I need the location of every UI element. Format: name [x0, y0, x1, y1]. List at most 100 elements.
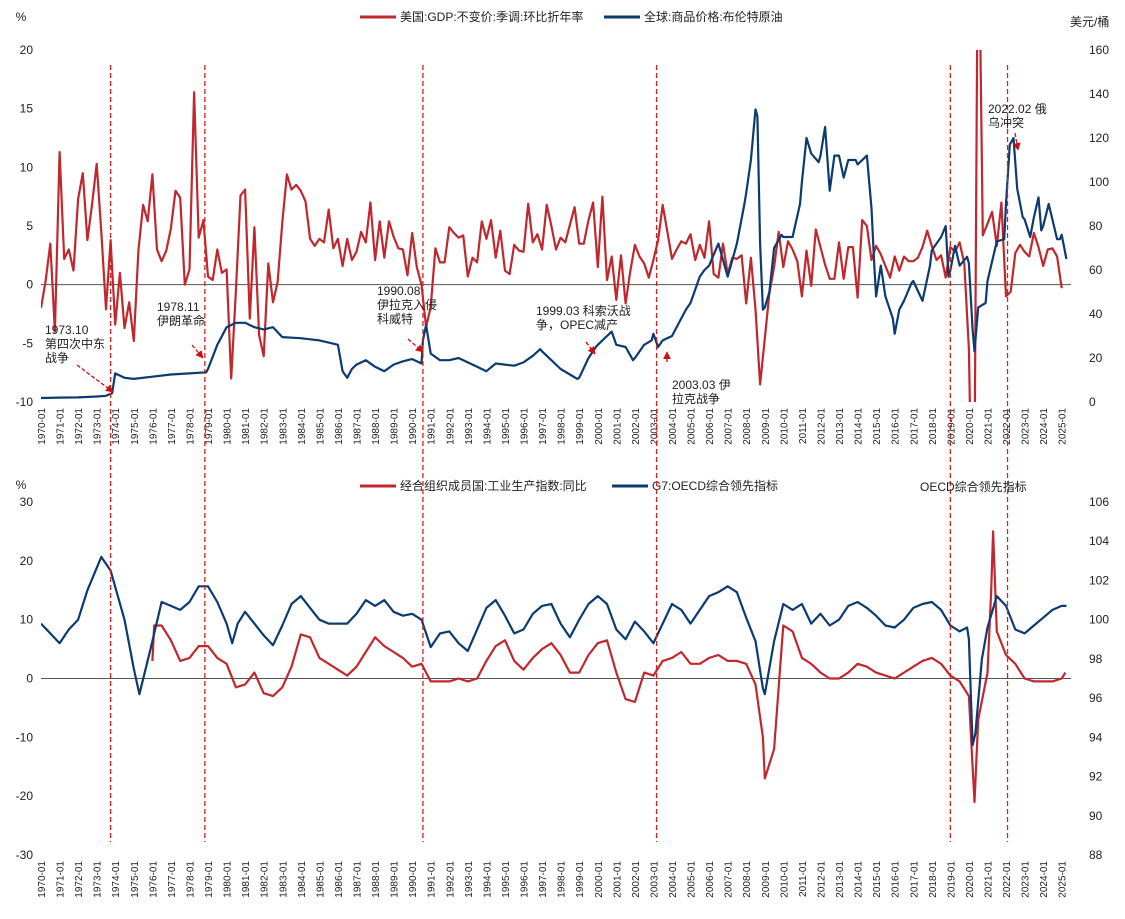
x-axis-tick-label: 2015-01	[872, 861, 883, 898]
left-axis-tick-label: -5	[22, 336, 33, 350]
x-axis-tick-label: 1989-01	[390, 861, 401, 898]
right-axis-tick-label: 100	[1089, 613, 1109, 627]
x-axis-tick-label: 2005-01	[687, 408, 698, 445]
left-axis-tick-label: -20	[16, 789, 34, 803]
right-axis-tick-label: 96	[1089, 691, 1103, 705]
x-axis-tick-label: 2017-01	[909, 861, 920, 898]
annotation-text: 2003.03 伊	[672, 378, 731, 392]
x-axis-tick-label: 2014-01	[854, 861, 865, 898]
right-axis-tick-label: 20	[1089, 351, 1103, 365]
series-line	[151, 530, 1067, 804]
annotation-text: 伊拉克入侵	[377, 297, 437, 312]
x-axis-tick-label: 2006-01	[705, 861, 716, 898]
x-axis-tick-label: 1982-01	[260, 408, 271, 445]
right-axis-tick-label: 104	[1089, 534, 1109, 548]
right-axis-tick-label: 60	[1089, 263, 1103, 277]
series-line	[41, 108, 1068, 400]
x-axis-tick-label: 1989-01	[390, 408, 401, 445]
x-axis-tick-label: 2009-01	[761, 861, 772, 898]
x-axis-tick-label: 2010-01	[779, 861, 790, 898]
x-axis-tick-label: 1986-01	[334, 861, 345, 898]
x-axis-tick-label: 1992-01	[445, 408, 456, 445]
x-axis-tick-label: 1974-01	[111, 408, 122, 445]
x-axis-tick-label: 2022-01	[1002, 861, 1013, 898]
x-axis-tick-label: 2020-01	[965, 861, 976, 898]
x-axis-tick-label: 1998-01	[557, 408, 568, 445]
annotation-arrow	[407, 338, 424, 353]
x-axis-tick-label: 1982-01	[260, 861, 271, 898]
x-axis-tick-label: 2014-01	[854, 408, 865, 445]
series-line	[41, 555, 1067, 747]
x-axis-tick-label: 1975-01	[130, 861, 141, 898]
x-axis-tick-label: 1972-01	[74, 408, 85, 445]
x-axis-tick-label: 2023-01	[1021, 408, 1032, 445]
annotation-text: 争，OPEC减产	[536, 318, 618, 332]
x-axis-tick-label: 2006-01	[705, 408, 716, 445]
x-axis-tick-label: 1975-01	[130, 408, 141, 445]
x-axis-tick-label: 1983-01	[278, 408, 289, 445]
x-axis-tick-label: 1986-01	[334, 408, 345, 445]
x-axis-tick-label: 1978-01	[186, 861, 197, 898]
x-axis-tick-label: 2003-01	[649, 408, 660, 445]
x-axis-tick-label: 1971-01	[56, 408, 67, 445]
x-axis-tick-label: 1993-01	[464, 861, 475, 898]
x-axis-tick-label: 2011-01	[798, 861, 809, 897]
right-axis-tick-label: 90	[1089, 809, 1103, 823]
left-axis-tick-label: 15	[20, 102, 34, 116]
x-axis-tick-label: 2024-01	[1039, 861, 1050, 898]
right-axis-tick-label: 120	[1089, 131, 1109, 145]
x-axis-tick-label: 2016-01	[891, 861, 902, 898]
x-axis-tick-label: 1988-01	[371, 408, 382, 445]
x-axis-tick-label: 1998-01	[557, 861, 568, 898]
x-axis-tick-label: 2004-01	[668, 408, 679, 445]
x-axis-tick-label: 2021-01	[984, 408, 995, 445]
annotation-text: 1990.08	[377, 284, 421, 298]
annotation-text: 1999.03 科索沃战	[536, 304, 631, 318]
x-axis-tick-label: 2002-01	[631, 861, 642, 898]
x-axis-tick-label: 1977-01	[167, 408, 178, 445]
left-axis-tick-label: 0	[26, 672, 33, 686]
x-axis-tick-label: 2000-01	[594, 408, 605, 445]
x-axis-tick-label: 2003-01	[649, 861, 660, 898]
x-axis-tick-label: 2025-01	[1058, 861, 1069, 898]
x-axis-tick-label: 2021-01	[984, 861, 995, 898]
x-axis-tick-label: 1970-01	[37, 408, 48, 445]
annotation-arrow	[76, 364, 114, 393]
right-axis-title: OECD综合领先指标	[920, 479, 1027, 494]
x-axis-tick-label: 1973-01	[93, 861, 104, 898]
left-axis-tick-label: 0	[26, 278, 33, 292]
annotation-text: 第四次中东	[45, 336, 105, 351]
annotation-text: 拉克战争	[672, 391, 720, 406]
right-axis-tick-label: 98	[1089, 652, 1103, 666]
right-axis-tick-label: 0	[1089, 395, 1096, 409]
x-axis-tick-label: 1995-01	[501, 861, 512, 898]
x-axis-tick-label: 1984-01	[297, 861, 308, 898]
x-axis-tick-label: 1990-01	[408, 408, 419, 445]
left-axis-tick-label: 10	[20, 613, 34, 627]
annotation-arrow	[585, 341, 596, 355]
x-axis-tick-label: 1988-01	[371, 861, 382, 898]
right-axis-tick-label: 94	[1089, 730, 1103, 744]
x-axis-tick-label: 1999-01	[575, 408, 586, 445]
x-axis-tick-label: 1980-01	[223, 408, 234, 445]
legend-label: 美国:GDP:不变价:季调:环比折年率	[400, 9, 583, 24]
x-axis-tick-label: 1979-01	[204, 408, 215, 445]
x-axis-tick-label: 2007-01	[724, 408, 735, 445]
annotation-text: 1973.10	[45, 323, 89, 337]
annotation-text: 2022.02 俄	[988, 102, 1047, 116]
x-axis-tick-label: 2024-01	[1039, 408, 1050, 445]
x-axis-tick-label: 2002-01	[631, 408, 642, 445]
x-axis-tick-label: 2008-01	[742, 408, 753, 445]
x-axis-tick-label: 1992-01	[445, 861, 456, 898]
x-axis-tick-label: 2012-01	[817, 408, 828, 445]
annotation-arrow	[191, 344, 204, 359]
x-axis-tick-label: 1977-01	[167, 861, 178, 898]
x-axis-tick-label: 1994-01	[482, 861, 493, 898]
x-axis-tick-label: 1990-01	[408, 861, 419, 898]
annotation-text: 1978.11	[157, 300, 200, 314]
x-axis-tick-label: 2018-01	[928, 861, 939, 898]
x-axis-tick-label: 1972-01	[74, 861, 85, 898]
legend-label: 全球:商品价格:布伦特原油	[644, 9, 783, 24]
x-axis-tick-label: 2011-01	[798, 408, 809, 444]
